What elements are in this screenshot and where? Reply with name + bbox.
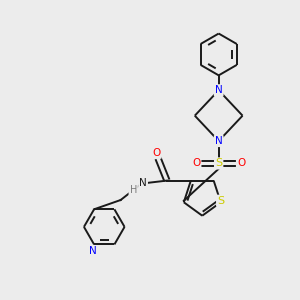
Text: N: N xyxy=(89,246,97,256)
Text: N: N xyxy=(215,136,223,146)
Text: O: O xyxy=(237,158,245,168)
Text: O: O xyxy=(192,158,200,168)
Text: N: N xyxy=(139,178,147,188)
Text: S: S xyxy=(215,158,222,168)
Text: S: S xyxy=(217,196,224,206)
Text: H: H xyxy=(130,185,137,195)
Text: O: O xyxy=(152,148,160,158)
Text: N: N xyxy=(215,85,223,95)
